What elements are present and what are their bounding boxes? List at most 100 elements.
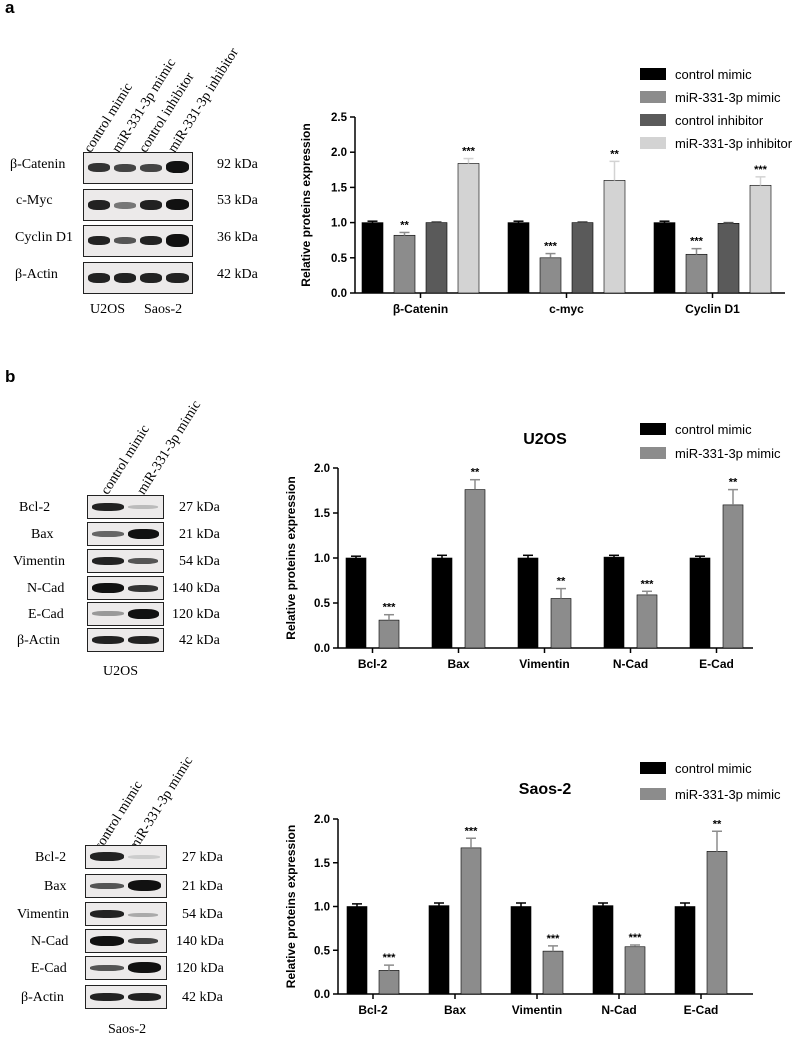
legend-label: miR-331-3p mimic — [675, 446, 781, 461]
kda-label: 53 kDa — [217, 193, 258, 208]
bar — [464, 489, 486, 649]
bar-chart-saos2: Relative proteins expression 0.0 0.5 1.0 1.5… — [284, 761, 781, 1017]
significance-label: ** — [610, 148, 619, 160]
bar — [749, 184, 772, 294]
western-blot-strip — [85, 956, 167, 980]
bar — [345, 557, 367, 649]
significance-label: ** — [557, 576, 566, 588]
x-tick-label: Cyclin D1 — [685, 302, 740, 316]
y-tick-label: 0.5 — [314, 945, 331, 957]
y-tick-label: 2.5 — [331, 112, 348, 124]
y-tick-label: 1.5 — [314, 858, 331, 870]
y-tick-label: 0.5 — [331, 253, 348, 265]
blot-row-label: Bax — [31, 527, 54, 542]
kda-label: 92 kDa — [217, 157, 258, 172]
significance-label: *** — [383, 952, 397, 964]
bar — [550, 598, 572, 649]
kda-label: 54 kDa — [179, 554, 220, 569]
western-blot-strip — [83, 189, 193, 221]
western-blot-strip — [85, 929, 167, 953]
x-tick-label: β-Catenin — [393, 302, 448, 316]
chart-title: Saos-2 — [519, 781, 572, 798]
significance-label: *** — [383, 602, 397, 614]
x-tick-label: N-Cad — [601, 1003, 636, 1017]
significance-label: *** — [462, 146, 476, 158]
x-tick-label: Bax — [447, 657, 469, 671]
legend-label: control mimic — [675, 761, 752, 776]
western-blot-strip — [87, 522, 164, 546]
blot-row-label: Bax — [44, 879, 67, 894]
y-axis-label: Relative proteins expression — [284, 476, 298, 639]
blot-row-label: N-Cad — [27, 581, 65, 596]
bar — [393, 234, 416, 294]
y-tick-label: 1.0 — [314, 902, 330, 914]
western-blot-strip — [87, 576, 164, 600]
lane-label: miR-331-3p mimic — [126, 754, 197, 854]
kda-label: 36 kDa — [217, 230, 258, 245]
blot-row-label: β-Actin — [21, 990, 64, 1005]
significance-label: *** — [547, 933, 561, 945]
bar — [431, 557, 453, 649]
western-blot-strip — [85, 845, 167, 869]
kda-label: 27 kDa — [179, 500, 220, 515]
x-tick-label: Vimentin — [512, 1003, 562, 1017]
bar — [542, 950, 564, 995]
x-tick-label: Bax — [444, 1003, 466, 1017]
y-axis-label: Relative proteins expression — [300, 123, 313, 286]
x-tick-label: E-Cad — [684, 1003, 719, 1017]
significance-label: *** — [754, 164, 768, 176]
significance-label: *** — [544, 241, 558, 253]
legend-label: control mimic — [675, 67, 752, 82]
western-blot-strip — [87, 628, 164, 652]
bar-chart-u2os: Relative proteins expression 0.0 0.5 1.0 1.5… — [284, 422, 781, 671]
kda-label: 21 kDa — [179, 527, 220, 542]
y-tick-label: 1.0 — [314, 553, 330, 565]
chart-title: U2OS — [523, 431, 567, 448]
significance-label: *** — [629, 932, 643, 944]
western-blot-strip — [87, 602, 164, 626]
kda-label: 27 kDa — [182, 850, 223, 865]
blot-row-label: Cyclin D1 — [15, 230, 73, 245]
kda-label: 54 kDa — [182, 907, 223, 922]
blot-row-label: Bcl-2 — [35, 850, 67, 865]
blot-row-label: E-Cad — [28, 607, 64, 622]
cell-line-caption: Saos-2 — [144, 302, 183, 317]
y-tick-label: 0.0 — [314, 989, 330, 1001]
kda-label: 42 kDa — [182, 990, 223, 1005]
significance-label: *** — [465, 825, 479, 837]
significance-label: ** — [471, 467, 480, 479]
x-tick-label: Bcl-2 — [358, 1003, 388, 1017]
bar — [722, 504, 744, 649]
y-tick-label: 0.0 — [314, 643, 330, 655]
x-tick-label: Vimentin — [519, 657, 569, 671]
bar — [592, 905, 614, 995]
bar — [717, 223, 740, 294]
bar — [378, 970, 400, 995]
significance-label: ** — [713, 818, 722, 830]
y-tick-label: 0.5 — [314, 598, 331, 610]
bar-chart-a: Relative proteins expression 0.0 0.5 1.0 1.5… — [300, 67, 793, 316]
significance-label: ** — [400, 219, 409, 231]
kda-label: 42 kDa — [179, 633, 220, 648]
legend-label: miR-331-3p inhibitor — [675, 136, 793, 151]
kda-label: 120 kDa — [172, 607, 220, 622]
blot-row-label: E-Cad — [31, 961, 67, 976]
bar — [603, 180, 626, 294]
y-tick-label: 1.5 — [314, 508, 331, 520]
kda-label: 120 kDa — [176, 961, 224, 976]
y-tick-label: 0.0 — [331, 288, 347, 300]
legend-label: control inhibitor — [675, 113, 764, 128]
western-blot-strip — [83, 225, 193, 257]
legend-swatch — [640, 137, 666, 149]
bar — [361, 222, 384, 294]
bar — [674, 906, 696, 995]
blot-row-label: Vimentin — [17, 907, 70, 922]
cell-line-caption: U2OS — [103, 664, 139, 679]
legend-swatch — [640, 423, 666, 435]
panel-letter-b: b — [5, 367, 16, 386]
y-axis-label: Relative proteins expression — [284, 825, 298, 988]
western-blot-strip — [87, 495, 164, 519]
bar — [685, 253, 708, 294]
legend-swatch — [640, 68, 666, 80]
bar — [706, 851, 728, 995]
